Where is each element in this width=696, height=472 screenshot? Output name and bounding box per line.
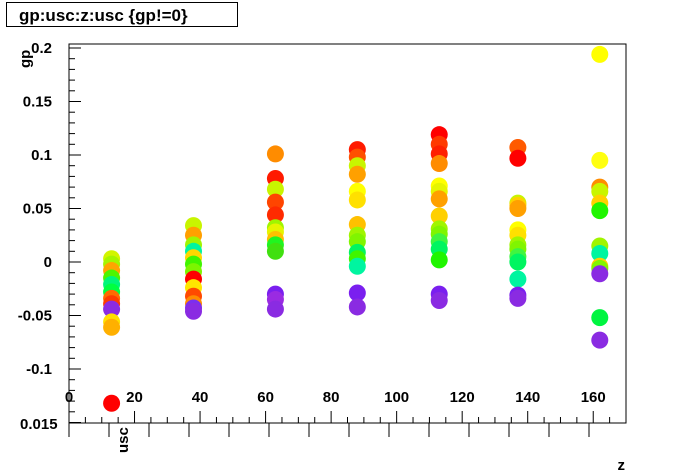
x-tick-label: 60 bbox=[257, 389, 274, 406]
scatter-point bbox=[266, 193, 284, 211]
points-group bbox=[103, 45, 609, 412]
scatter-point bbox=[430, 190, 448, 208]
x-tick-label: 20 bbox=[126, 389, 143, 406]
y-tick-label: 0.1 bbox=[31, 147, 52, 164]
scatter-point bbox=[103, 318, 121, 336]
y-tick-label: -0.05 bbox=[18, 308, 52, 325]
scatter-point bbox=[430, 251, 448, 269]
x-tick-label: 40 bbox=[192, 389, 209, 406]
scatter-point bbox=[509, 253, 527, 271]
scatter-point bbox=[591, 151, 609, 169]
scatter-point bbox=[591, 45, 609, 63]
scatter-point bbox=[509, 200, 527, 217]
scatter-point bbox=[266, 145, 284, 163]
y-tick-label: 0.2 bbox=[31, 40, 52, 57]
scatter-point bbox=[266, 242, 284, 260]
scatter-point bbox=[185, 302, 203, 320]
y-tick-label: 0.15 bbox=[23, 94, 52, 111]
axes-group: -0.1 -0.05 0 0.05 0.1 0.15 0.2 0 20 40 60 80 100 120 1… bbox=[17, 40, 627, 472]
x-tick-label: 80 bbox=[323, 389, 340, 406]
scatter-point bbox=[430, 207, 448, 225]
x-tick-label: 120 bbox=[450, 389, 475, 406]
y-tick-label: 0.05 bbox=[23, 201, 52, 218]
y-axis-title: gp bbox=[17, 50, 34, 68]
x-tick-label: 140 bbox=[515, 389, 540, 406]
scatter-point bbox=[591, 244, 609, 262]
scatter-point bbox=[266, 180, 284, 198]
z-axis-title: usc bbox=[115, 427, 132, 453]
scatter-point bbox=[348, 165, 366, 183]
scatter-point bbox=[591, 202, 609, 220]
scatter-point bbox=[591, 331, 609, 349]
y-tick-label: 0 bbox=[44, 254, 52, 271]
scatter-point bbox=[266, 206, 284, 224]
scatter-point bbox=[103, 394, 121, 412]
x-tick-label: 100 bbox=[384, 389, 409, 406]
chart-title: gp:usc:z:usc {gp!=0} bbox=[19, 6, 188, 25]
scatter-point bbox=[591, 309, 609, 327]
scatter-point bbox=[266, 300, 284, 318]
scatter-point bbox=[103, 300, 121, 318]
scatter-point bbox=[591, 182, 609, 200]
scatter-point bbox=[430, 292, 448, 310]
chart-title-box: gp:usc:z:usc {gp!=0} bbox=[6, 2, 238, 27]
scatter-point bbox=[348, 298, 366, 316]
plot-frame bbox=[68, 43, 627, 424]
scatter-point bbox=[509, 149, 527, 167]
z-tick-label: 0.015 bbox=[20, 416, 58, 433]
x-tick-label: 160 bbox=[581, 389, 606, 406]
y-tick-label: -0.1 bbox=[26, 361, 52, 378]
scatter-point bbox=[430, 155, 448, 173]
scatter-point bbox=[509, 289, 527, 307]
scatter-point bbox=[591, 265, 609, 283]
scatter-point bbox=[348, 257, 366, 275]
scatter-point bbox=[348, 284, 366, 302]
scatter-point bbox=[348, 191, 366, 209]
x-tick-label: 0 bbox=[65, 389, 73, 406]
x-axis-title: z bbox=[618, 457, 626, 472]
scatter-point bbox=[509, 270, 527, 288]
